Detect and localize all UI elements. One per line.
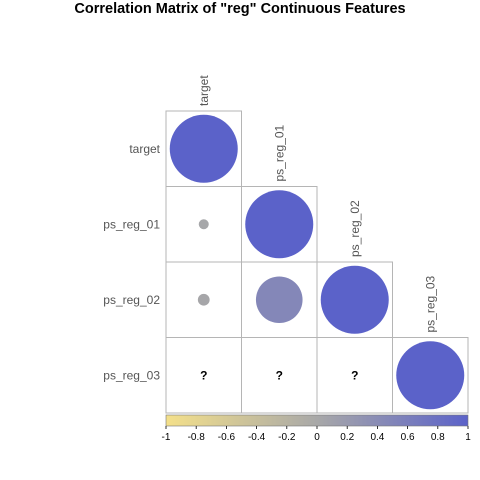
colorbar-tick-label: -1 [162, 432, 171, 443]
colorbar-gradient [165, 414, 469, 427]
colorbar-tick-label: 0 [314, 432, 320, 443]
colorbar-tick-label: 0.2 [340, 432, 354, 443]
colorbar-tick-label: 0.8 [431, 432, 445, 443]
row-label-ps_reg_02: ps_reg_02 [103, 293, 160, 307]
colorbar-tick-label: -0.8 [188, 432, 206, 443]
missing-value-mark: ? [351, 368, 358, 382]
correlation-circle-ps_reg_02-ps_reg_01 [255, 276, 303, 324]
colorbar-tick-label: 0.4 [370, 432, 384, 443]
colorbar-tick-label: -0.6 [218, 432, 236, 443]
colorbar-tick-label: 0.6 [401, 432, 415, 443]
column-label-ps_reg_01: ps_reg_01 [272, 124, 286, 181]
matrix-cells [165, 110, 469, 414]
colorbar-tick-label: -0.4 [248, 432, 266, 443]
colorbar-tick-label: -0.2 [278, 432, 296, 443]
correlation-circle-ps_reg_02-ps_reg_02 [320, 265, 389, 334]
colorbar: -1 -0.8 -0.6 -0.4 -0.2 0 0.2 0.4 0.6 0.8 1 [162, 414, 471, 443]
correlation-circle-ps_reg_03-ps_reg_03 [396, 341, 465, 410]
row-label-ps_reg_03: ps_reg_03 [103, 368, 160, 382]
column-label-target: target [197, 75, 211, 106]
correlation-circle-ps_reg_01-target [198, 219, 209, 230]
column-label-ps_reg_03: ps_reg_03 [423, 275, 437, 332]
missing-value-mark: ? [276, 368, 283, 382]
axis-labels: target ps_reg_01 ps_reg_02 ps_reg_03 target p… [103, 75, 437, 383]
correlation-circle-ps_reg_01-ps_reg_01 [245, 190, 314, 259]
correlation-marks: ??? [169, 114, 465, 410]
chart-title: Correlation Matrix of "reg" Continuous F… [74, 1, 406, 17]
matrix-cell-ps_reg_03-ps_reg_03 [392, 337, 469, 414]
row-label-ps_reg_01: ps_reg_01 [103, 217, 160, 231]
colorbar-tick-label: 1 [465, 432, 471, 443]
row-label-target: target [129, 142, 160, 156]
correlation-circle-target-target [169, 114, 238, 183]
column-label-ps_reg_02: ps_reg_02 [348, 200, 362, 257]
missing-value-mark: ? [200, 368, 207, 382]
correlation-circle-ps_reg_02-target [197, 293, 210, 306]
